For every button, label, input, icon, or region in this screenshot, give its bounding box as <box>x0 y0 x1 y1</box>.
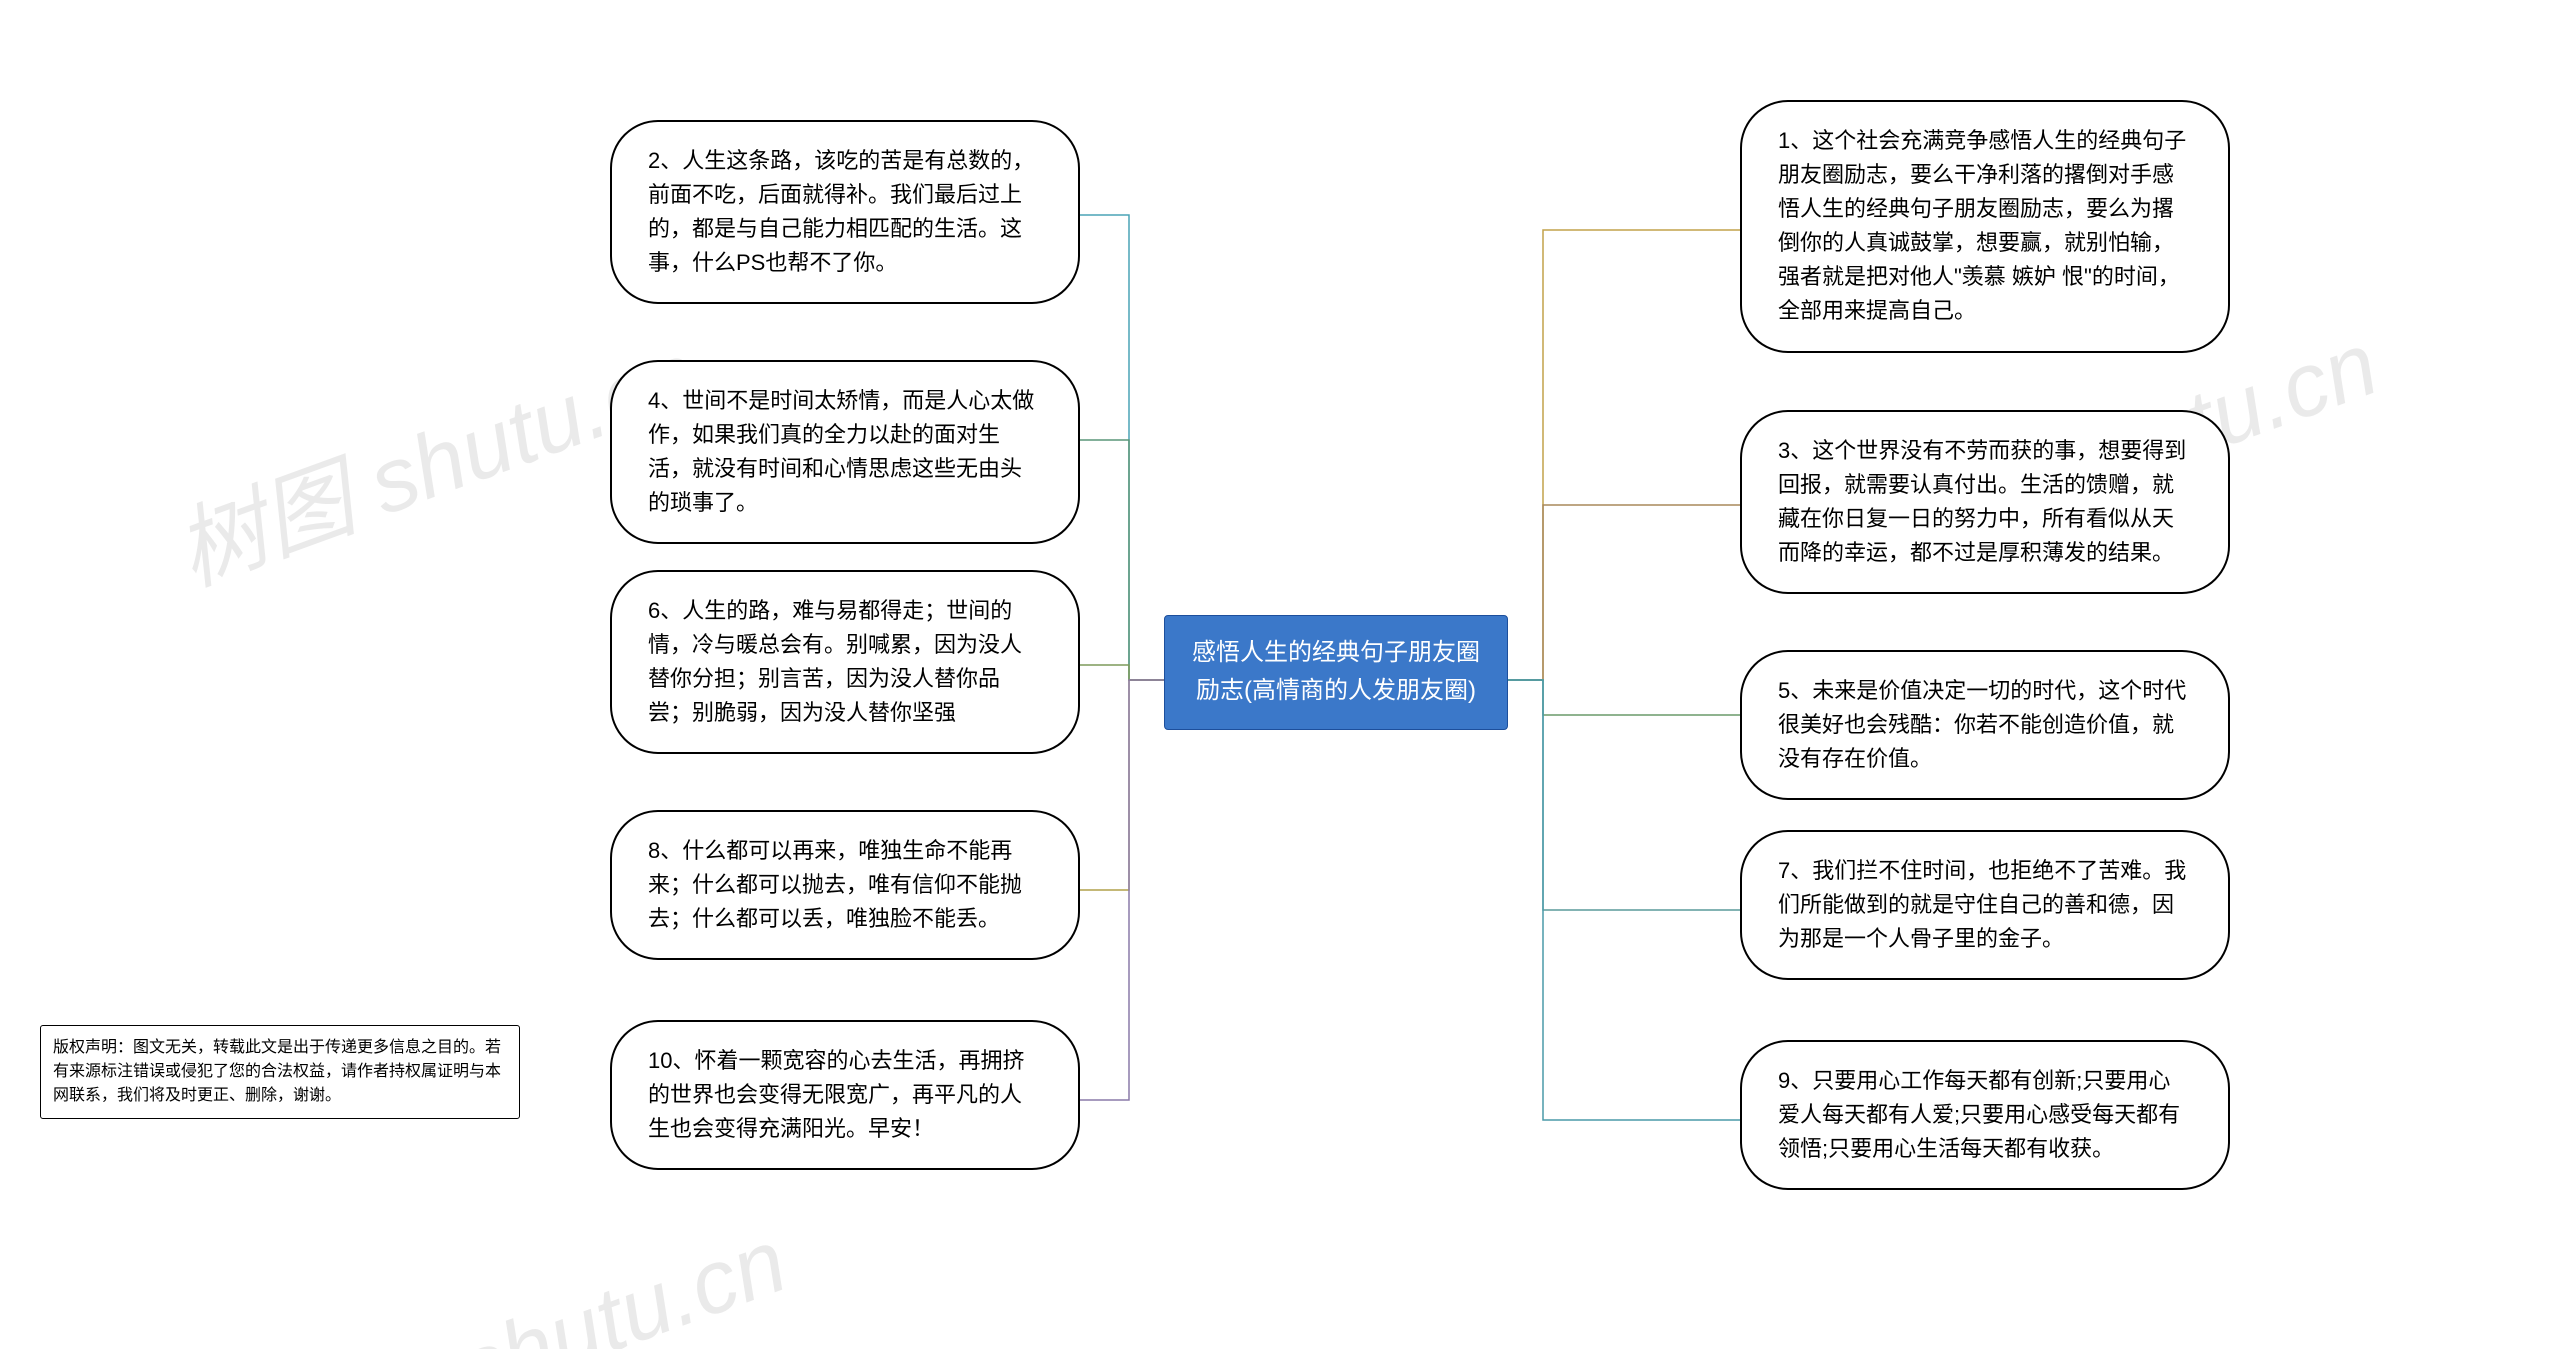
copyright-notice: 版权声明：图文无关，转载此文是出于传递更多信息之目的。若有来源标注错误或侵犯了您… <box>40 1025 520 1119</box>
leaf-node-n2: 2、人生这条路，该吃的苦是有总数的，前面不吃，后面就得补。我们最后过上的，都是与… <box>610 120 1080 304</box>
connector-n9 <box>1508 680 1740 1120</box>
leaf-node-n10: 10、怀着一颗宽容的心去生活，再拥挤的世界也会变得无限宽广，再平凡的人生也会变得… <box>610 1020 1080 1170</box>
connector-n6 <box>1080 665 1164 680</box>
connector-n3 <box>1508 505 1740 680</box>
leaf-node-n7: 7、我们拦不住时间，也拒绝不了苦难。我们所能做到的就是守住自己的善和德，因为那是… <box>1740 830 2230 980</box>
leaf-node-n5: 5、未来是价值决定一切的时代，这个时代很美好也会残酷：你若不能创造价值，就没有存… <box>1740 650 2230 800</box>
leaf-node-n6: 6、人生的路，难与易都得走；世间的情，冷与暖总会有。别喊累，因为没人替你分担；别… <box>610 570 1080 754</box>
leaf-node-n9: 9、只要用心工作每天都有创新;只要用心爱人每天都有人爱;只要用心感受每天都有领悟… <box>1740 1040 2230 1190</box>
leaf-node-n4: 4、世间不是时间太矫情，而是人心太做作，如果我们真的全力以赴的面对生活，就没有时… <box>610 360 1080 544</box>
leaf-node-n8: 8、什么都可以再来，唯独生命不能再来；什么都可以抛去，唯有信仰不能抛去；什么都可… <box>610 810 1080 960</box>
connector-n5 <box>1508 680 1740 715</box>
leaf-node-n3: 3、这个世界没有不劳而获的事，想要得到回报，就需要认真付出。生活的馈赠，就藏在你… <box>1740 410 2230 594</box>
connector-n7 <box>1508 680 1740 910</box>
connector-n2 <box>1080 215 1164 680</box>
watermark: shutu.cn <box>445 1210 800 1349</box>
leaf-node-n1: 1、这个社会充满竞争感悟人生的经典句子朋友圈励志，要么干净利落的撂倒对手感悟人生… <box>1740 100 2230 353</box>
connector-n1 <box>1508 230 1740 680</box>
connector-n4 <box>1080 440 1164 680</box>
mindmap-canvas: 树图 shutu.cn树图 shutu.cnshutu.cn感悟人生的经典句子朋… <box>0 0 2560 1349</box>
connector-n8 <box>1080 680 1164 890</box>
center-topic: 感悟人生的经典句子朋友圈励志(高情商的人发朋友圈) <box>1164 615 1508 730</box>
connector-n10 <box>1080 680 1164 1100</box>
